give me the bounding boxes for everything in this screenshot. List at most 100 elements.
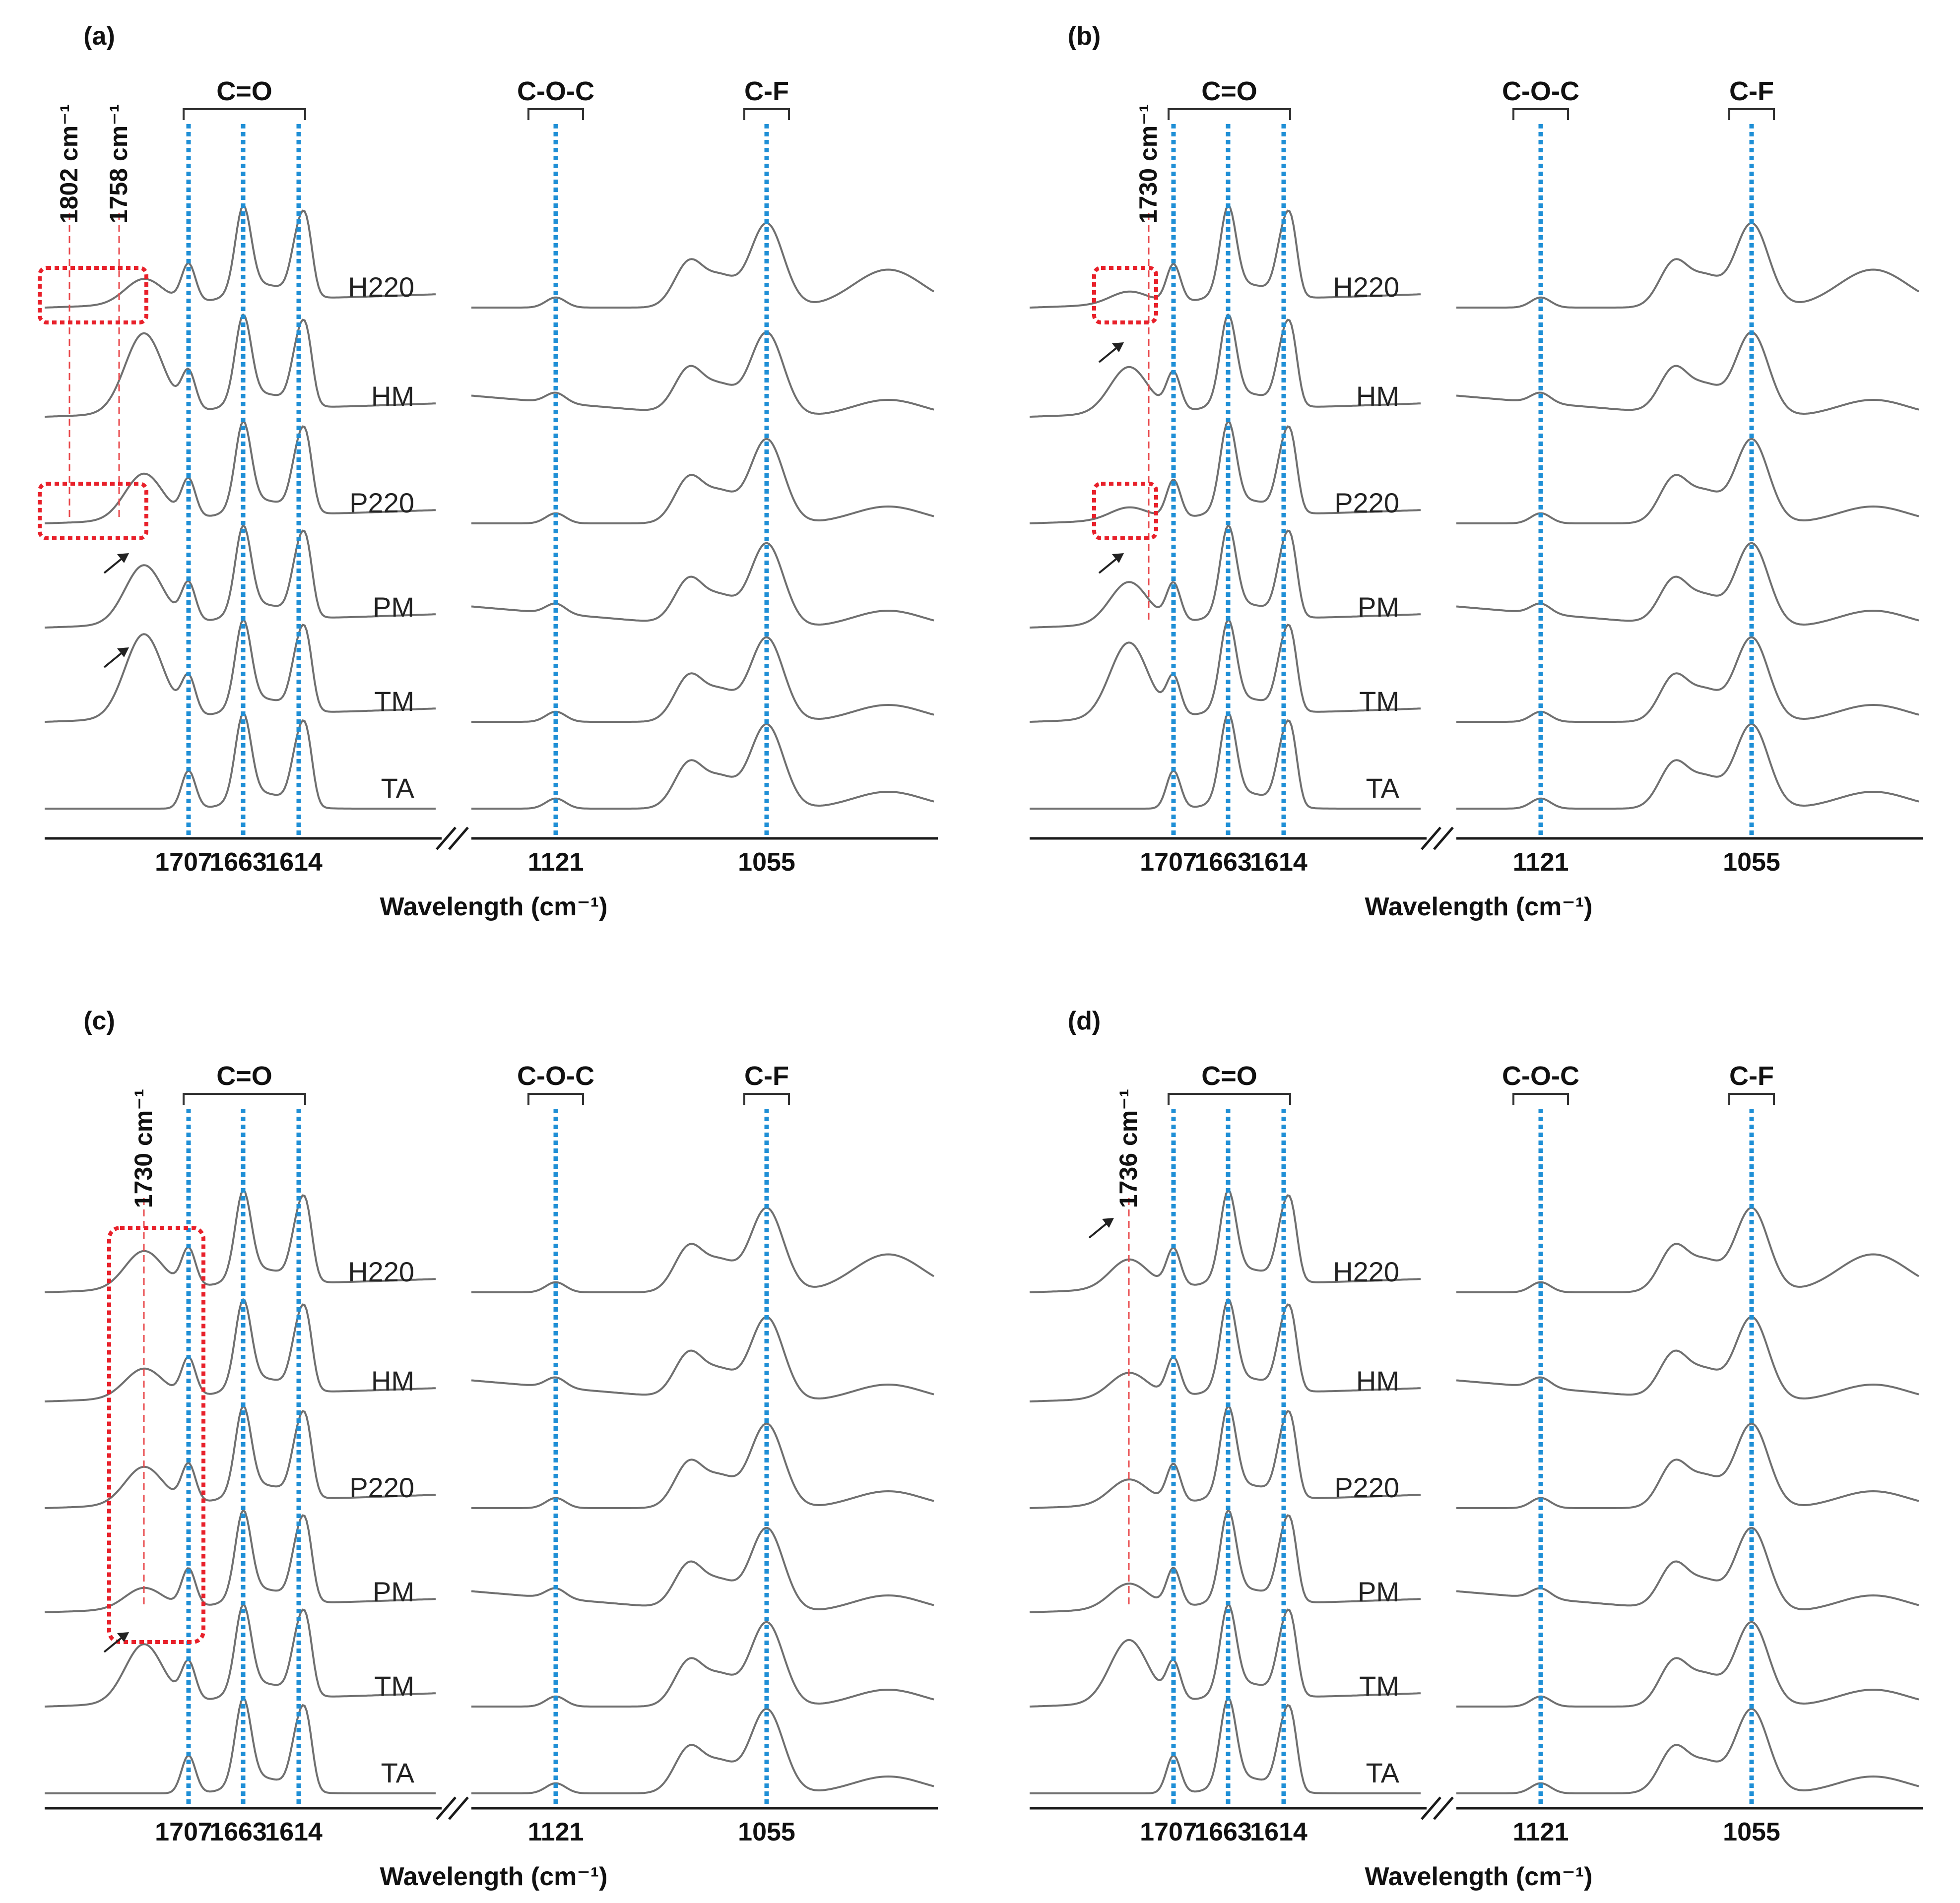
group-bracket [527, 1093, 584, 1105]
axis-break [1433, 1796, 1454, 1820]
spectrum-left [1029, 1189, 1421, 1293]
panel-b: (b) C=O C-O-C C-F H220 HM P220 PM TM TA 1730 cm⁻¹ 1… [1029, 22, 1923, 921]
group-bracket [1728, 108, 1775, 120]
spectrum-left [45, 712, 436, 810]
spectrum-right [1456, 636, 1919, 723]
tick-label: 1055 [738, 1818, 795, 1846]
peak-annotation: 1730 cm⁻¹ [130, 1089, 157, 1208]
tick-label: 1055 [738, 848, 795, 877]
sample-label: H220 [348, 1256, 414, 1287]
group-bracket [743, 108, 790, 120]
sample-label: TM [374, 1670, 414, 1702]
axis-break [448, 1796, 469, 1820]
sample-label: P220 [1334, 487, 1399, 518]
spectrum-left [45, 1697, 436, 1794]
spectrum-left [1029, 420, 1421, 524]
sample-label: TA [1366, 772, 1400, 804]
tick-label: 1663 [1194, 848, 1252, 877]
group-label: C=O [1201, 1061, 1257, 1091]
sample-label: HM [371, 1365, 414, 1396]
spectrum-left [1029, 314, 1421, 418]
sample-label: PM [1358, 1576, 1399, 1607]
highlight-box [107, 1226, 205, 1644]
group-label: C-F [1729, 1061, 1774, 1091]
axis-break [1421, 1796, 1441, 1820]
group-bracket [1168, 1093, 1291, 1105]
group-bracket [183, 1093, 306, 1105]
group-label: C-O-C [1502, 76, 1579, 106]
sample-label: HM [371, 381, 414, 412]
tick-label: 1055 [1723, 1818, 1780, 1846]
spectrum-right [1456, 1526, 1919, 1610]
group-label: C-O-C [1502, 1061, 1579, 1091]
sample-label: HM [1356, 381, 1399, 412]
spectrum-right [1456, 542, 1919, 626]
sample-label: PM [1358, 591, 1399, 623]
spectrum-right [1456, 1316, 1919, 1399]
group-bracket [1512, 1093, 1569, 1105]
sample-label: P220 [349, 487, 414, 518]
highlight-box [1092, 482, 1158, 540]
group-label: C=O [1201, 76, 1257, 106]
spectrum-right [471, 222, 935, 309]
spectrum-right [471, 636, 934, 723]
spectrum-right [1456, 1422, 1919, 1509]
tick-label: 1663 [209, 1818, 267, 1846]
tick-label: 1707 [155, 1818, 212, 1846]
sample-label: PM [373, 1576, 414, 1607]
panel-label: (a) [83, 22, 115, 51]
sample-label: H220 [1333, 1256, 1399, 1287]
spectrum-right [1456, 222, 1920, 309]
spectrum-right [471, 331, 934, 415]
panel-label: (d) [1068, 1007, 1101, 1035]
sample-label: TA [1366, 1757, 1400, 1788]
spectrum-right [471, 1422, 934, 1509]
peak-annotation: 1736 cm⁻¹ [1114, 1089, 1142, 1208]
spectrum-left [1029, 1603, 1421, 1708]
arrow-head [1112, 342, 1124, 352]
spectrum-right [471, 1206, 935, 1293]
tick-label: 1121 [1513, 848, 1569, 877]
panel-a: (a) C=O C-O-C C-F H220 HM P220 PM TM TA 1802 cm⁻¹ 1… [38, 22, 938, 921]
sample-label: P220 [349, 1472, 414, 1503]
sample-label: H220 [1333, 271, 1399, 303]
group-bracket [183, 108, 306, 120]
x-axis-label: Wavelength (cm⁻¹) [380, 892, 608, 921]
group-bracket [527, 108, 584, 120]
tick-label: 1614 [265, 1818, 323, 1846]
spectrum-left [1029, 1405, 1421, 1509]
arrow-head [1112, 553, 1124, 563]
group-label: C=O [216, 1061, 272, 1091]
group-label: C-O-C [517, 1061, 594, 1091]
tick-label: 1707 [155, 848, 212, 877]
spectrum-right [471, 542, 934, 626]
group-label: C-F [744, 76, 789, 106]
tick-label: 1614 [1250, 1818, 1307, 1846]
arrow-head [117, 553, 129, 563]
sample-label: PM [373, 591, 414, 623]
spectrum-left [44, 524, 436, 629]
axis-break [1421, 826, 1441, 850]
spectrum-left [44, 204, 436, 309]
group-bracket [1728, 1093, 1775, 1105]
spectrum-right [1456, 723, 1919, 810]
panel-label: (c) [83, 1007, 115, 1035]
spectrum-left [1030, 1697, 1421, 1794]
x-axis-label: Wavelength (cm⁻¹) [380, 1862, 608, 1891]
spectrum-right [471, 723, 934, 810]
highlight-box [38, 266, 148, 324]
tick-label: 1614 [1250, 848, 1307, 877]
spectrum-right [1456, 1206, 1920, 1293]
tick-label: 1663 [209, 848, 267, 877]
arrow-head [1102, 1218, 1114, 1228]
panel-label: (b) [1068, 22, 1101, 51]
spectrum-right [471, 1526, 934, 1610]
group-bracket [1168, 108, 1291, 120]
spectrum-left [1029, 619, 1421, 723]
axis-break [436, 1796, 457, 1820]
sample-label: TM [1359, 1670, 1399, 1702]
tick-label: 1707 [1140, 1818, 1197, 1846]
spectrum-left [1029, 1298, 1421, 1402]
peak-annotation: 1802 cm⁻¹ [55, 104, 83, 223]
